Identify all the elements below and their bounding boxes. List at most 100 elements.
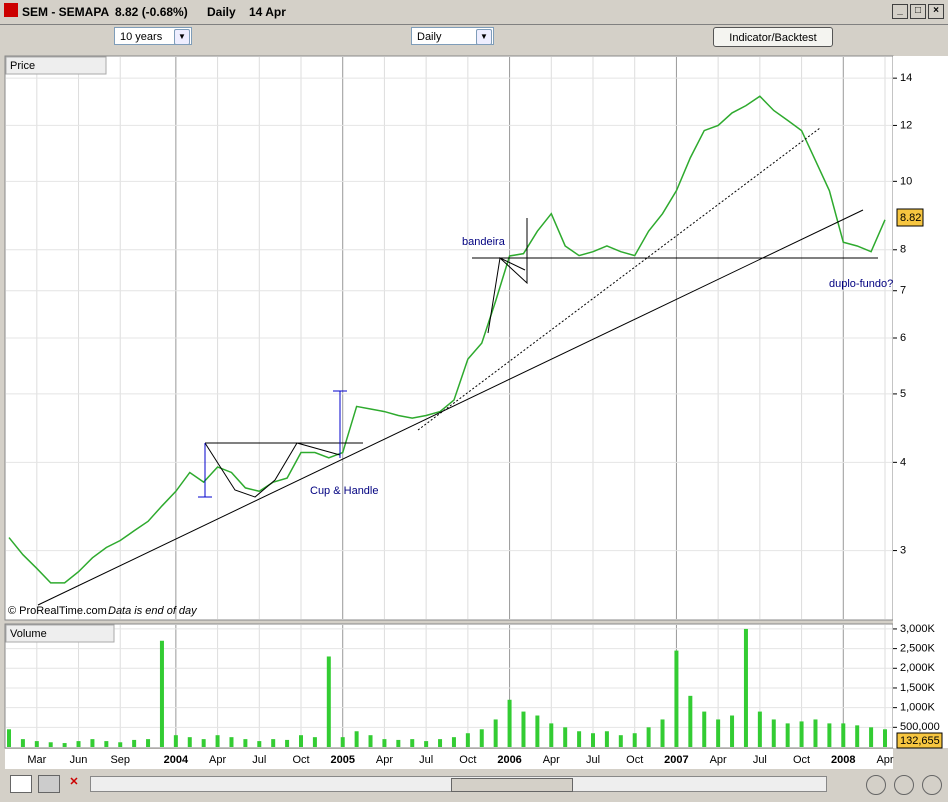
volume-bar (146, 739, 151, 747)
zoom-button[interactable] (866, 775, 886, 795)
x-tick-label: Apr (209, 754, 226, 766)
volume-bar (883, 729, 887, 747)
delete-button[interactable]: ✕ (69, 776, 79, 788)
volume-bar (48, 742, 53, 747)
y-tick-label: 1,500K (900, 682, 936, 694)
period: Daily (207, 5, 236, 19)
x-tick-label: Oct (793, 754, 810, 766)
x-tick-label: Apr (543, 754, 560, 766)
y-tick-label: 3,000K (900, 623, 936, 635)
zoom-out-button[interactable] (894, 775, 914, 795)
x-tick-label: Jul (419, 754, 433, 766)
panel-label: Price (10, 60, 35, 72)
last-volume-badge (896, 732, 943, 749)
x-tick-label: Apr (376, 754, 393, 766)
panel-header (5, 56, 107, 75)
volume-bar (869, 727, 874, 747)
volume-bar (7, 729, 11, 747)
volume-bar (243, 739, 248, 747)
volume-bar (215, 735, 220, 747)
volume-bar (771, 719, 776, 747)
volume-bar (173, 735, 178, 747)
zoom-in-button[interactable] (922, 775, 942, 795)
volume-bar (813, 719, 818, 747)
x-tick-label: Jul (586, 754, 600, 766)
volume-bar (730, 715, 735, 747)
minimize[interactable]: _ (892, 4, 908, 19)
interval-select[interactable]: Daily ▼ (411, 27, 494, 45)
y-tick-label: 6 (900, 332, 906, 344)
close[interactable]: × (928, 4, 944, 19)
volume-bar (604, 731, 609, 747)
x-tick-label: 2007 (664, 754, 688, 766)
volume-bar (132, 739, 137, 747)
volume-bar (285, 739, 290, 747)
interval: Daily (417, 31, 442, 43)
last-price-badge (896, 208, 924, 227)
drawings (37, 127, 878, 606)
x-tick-label: Jul (252, 754, 266, 766)
x-axis-area (5, 749, 893, 769)
volume-bar (507, 699, 512, 747)
volume-bar (201, 739, 206, 747)
volume-bar (618, 735, 623, 747)
volume-bar (229, 737, 234, 747)
print-button[interactable] (38, 775, 60, 793)
volume-bar (104, 741, 109, 747)
volume-bar (646, 727, 651, 747)
y-tick-label: 2,000K (900, 662, 936, 674)
volume-bar (855, 725, 860, 747)
volume-bar (841, 723, 846, 747)
volume-bar (743, 628, 748, 747)
volume-bar (535, 715, 540, 747)
trend-line (37, 209, 864, 606)
volume-bar (632, 733, 637, 747)
volume-bar (438, 739, 443, 747)
y-tick-label: 7 (900, 285, 906, 297)
scroll-thumb[interactable] (451, 778, 573, 792)
panel-header (5, 624, 115, 643)
x-tick-label: Oct (626, 754, 643, 766)
y-tick-label: 3 (900, 544, 906, 556)
mail-button[interactable] (10, 775, 32, 793)
volume-bar (34, 741, 39, 747)
scrollbar[interactable] (90, 776, 827, 792)
x-tick-label: Mar (27, 754, 46, 766)
volume-bar (20, 739, 25, 747)
x-tick-label: Oct (292, 754, 309, 766)
cup-handle (204, 442, 341, 498)
volume-bar (799, 721, 804, 747)
volume-bar (479, 729, 484, 747)
y-tick-label: 4 (900, 456, 906, 468)
y-tick-label: 5 (900, 388, 906, 400)
indicator-button[interactable]: Indicator/Backtest (713, 27, 833, 47)
volume-bar (410, 739, 415, 747)
volume-bar (354, 731, 359, 747)
volume-bar (187, 737, 192, 747)
volume-bar (716, 719, 721, 747)
volume-bar (312, 737, 317, 747)
volume-bar (340, 737, 345, 747)
maximize[interactable]: □ (910, 4, 926, 19)
chart: bandeira Cup & Handle duplo-fundo? © Pro… (4, 55, 948, 769)
volume-bar (688, 695, 693, 747)
price-line (8, 95, 886, 584)
volume-bar (577, 731, 582, 747)
date: 14 Apr (249, 5, 286, 19)
y-tick-label: 12 (900, 119, 912, 131)
y-axis-area (893, 56, 948, 748)
volume-bar (396, 739, 401, 747)
volume-bar (257, 741, 262, 747)
volume-bar (382, 739, 387, 747)
range: 10 years (120, 31, 163, 43)
annotation: bandeira (462, 236, 506, 248)
x-tick-label: Oct (459, 754, 476, 766)
volume-bar (591, 733, 595, 747)
range-select[interactable]: 10 years ▼ (114, 27, 192, 45)
volume-bar (326, 656, 331, 747)
volume-bar (549, 723, 554, 747)
volume-bar (299, 735, 303, 747)
volume-bar (785, 723, 790, 747)
x-tick-label: Apr (710, 754, 727, 766)
